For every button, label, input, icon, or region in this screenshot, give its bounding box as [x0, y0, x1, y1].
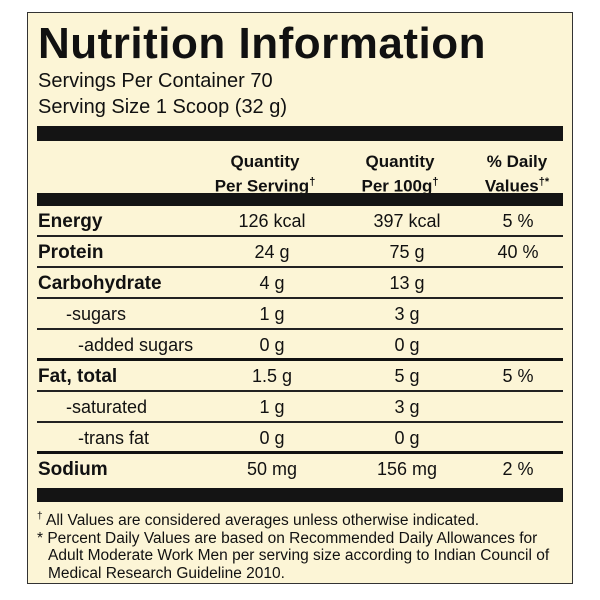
nutrient-table: Energy 126 kcal 397 kcal 5 % Protein 24 …	[37, 206, 563, 485]
per-100g-value: 13 g	[389, 273, 425, 293]
table-row-carbohydrate: Carbohydrate 4 g 13 g	[37, 268, 563, 299]
per-serving-value: 24 g	[254, 242, 290, 262]
per-serving-value: 0 g	[259, 428, 285, 448]
daily-value: 5 %	[502, 211, 534, 231]
header-per-100g: Quantity Per 100g†	[341, 151, 459, 197]
header-divider-bar	[37, 193, 563, 206]
footnote-daily-values: * Percent Daily Values are based on Reco…	[37, 529, 550, 582]
header-per-serving: Quantity Per Serving†	[200, 151, 330, 197]
table-row-sodium: Sodium 50 mg 156 mg 2 %	[37, 454, 563, 485]
top-divider-bar	[37, 126, 563, 141]
header-per-100g-line1: Quantity	[365, 152, 435, 171]
serving-size: Serving Size 1 Scoop (32 g)	[38, 96, 288, 118]
header-per-serving-line1: Quantity	[230, 152, 300, 171]
per-100g-value: 397 kcal	[373, 211, 441, 231]
per-100g-value: 3 g	[394, 397, 420, 417]
servings-per-container: Servings Per Container 70	[38, 70, 273, 92]
per-serving-value: 1 g	[259, 397, 285, 417]
header-per-serving-line2: Per Serving	[214, 176, 310, 196]
row-label: -sugars	[66, 304, 127, 324]
per-serving-value: 1.5 g	[251, 366, 293, 386]
footnote-averages-text: All Values are considered averages unles…	[46, 512, 480, 530]
per-100g-value: 75 g	[389, 242, 425, 262]
footnote-dagger: †	[37, 511, 43, 522]
per-100g-value: 0 g	[394, 335, 420, 355]
daily-value: 2 %	[502, 459, 534, 479]
header-per-100g-line2: Per 100g	[361, 176, 433, 196]
footnotes: † All Values are considered averages unl…	[37, 508, 567, 582]
nutrition-label: Nutrition Information Servings Per Conta…	[27, 12, 573, 584]
table-row-sugars: -sugars 1 g 3 g	[37, 299, 563, 330]
table-row-added-sugars: -added sugars 0 g 0 g	[37, 330, 563, 361]
table-row-protein: Protein 24 g 75 g 40 %	[37, 237, 563, 268]
row-label: -trans fat	[78, 428, 150, 448]
per-100g-value: 0 g	[394, 428, 420, 448]
per-100g-value: 5 g	[394, 366, 420, 386]
per-serving-value: 0 g	[259, 335, 285, 355]
header-daily-values: % Daily Values†*	[464, 151, 570, 197]
row-label: Protein	[38, 242, 104, 263]
per-100g-value: 156 mg	[376, 459, 438, 479]
header-daily-line2: Values	[484, 176, 539, 196]
header-daily-mark: †*	[538, 176, 550, 188]
row-label: Sodium	[38, 459, 108, 480]
daily-value: 5 %	[502, 366, 534, 386]
bottom-divider-bar	[37, 488, 563, 502]
row-label: Energy	[38, 211, 103, 232]
per-100g-value: 3 g	[394, 304, 420, 324]
row-label: Carbohydrate	[38, 273, 162, 294]
daily-value: 40 %	[497, 242, 539, 262]
header-per-100g-mark: †	[432, 176, 439, 188]
table-row-saturated: -saturated 1 g 3 g	[37, 392, 563, 423]
row-label: -added sugars	[78, 335, 194, 355]
header-daily-line1: % Daily	[486, 152, 548, 171]
per-serving-value: 1 g	[259, 304, 285, 324]
footnote-averages: † All Values are considered averages unl…	[37, 508, 567, 530]
row-label: -saturated	[66, 397, 148, 417]
table-row-energy: Energy 126 kcal 397 kcal 5 %	[37, 206, 563, 237]
header-per-serving-mark: †	[309, 176, 316, 188]
table-row-trans-fat: -trans fat 0 g 0 g	[37, 423, 563, 454]
per-serving-value: 126 kcal	[238, 211, 306, 231]
table-row-fat-total: Fat, total 1.5 g 5 g 5 %	[37, 361, 563, 392]
row-label: Fat, total	[38, 366, 118, 387]
per-serving-value: 4 g	[259, 273, 285, 293]
label-title: Nutrition Information	[38, 19, 486, 68]
per-serving-value: 50 mg	[246, 459, 298, 479]
